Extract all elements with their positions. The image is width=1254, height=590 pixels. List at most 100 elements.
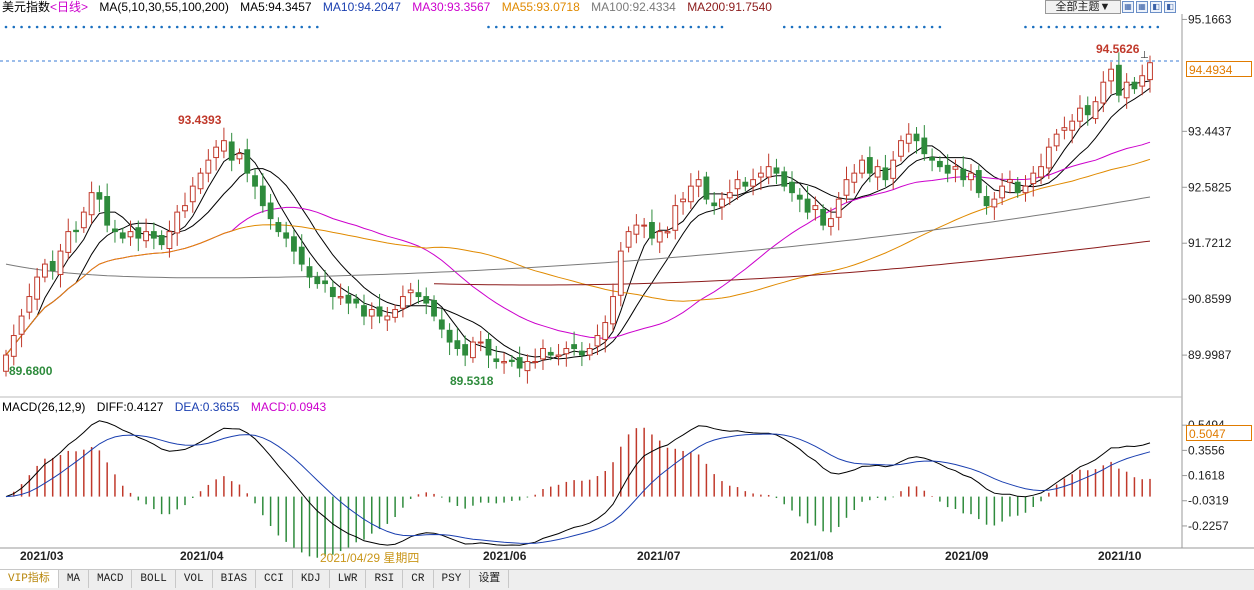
tab-cci[interactable]: CCI <box>256 570 293 588</box>
high-marker-icon: ⊥ <box>1140 50 1149 61</box>
tab-macd[interactable]: MACD <box>89 570 133 588</box>
signal-dot <box>642 25 646 29</box>
signal-dot <box>300 25 304 29</box>
candle-body <box>174 211 181 234</box>
tab-vol[interactable]: VOL <box>176 570 213 588</box>
signal-dot <box>1094 25 1097 29</box>
candle-body <box>501 361 507 364</box>
ma-params: MA(5,10,30,55,100,200) <box>99 0 229 14</box>
grid-icon[interactable]: ▦ <box>1136 1 1148 13</box>
signal-dot <box>806 25 809 29</box>
period-label[interactable]: <日线> <box>50 0 89 14</box>
candle-body <box>835 198 842 218</box>
candle-body <box>306 266 313 278</box>
mar-low-annotation: 89.6800 <box>9 364 53 378</box>
ma55-line <box>5 158 1151 356</box>
signal-dot <box>277 25 280 29</box>
signal-dot <box>798 25 802 29</box>
candle-body <box>851 172 858 183</box>
candle-body <box>34 276 41 300</box>
candle-body <box>104 196 111 226</box>
candle-body <box>859 159 865 174</box>
theme-dropdown-button[interactable]: 全部主题▼ <box>1045 0 1121 14</box>
tab-settings[interactable]: 设置 <box>470 570 510 588</box>
signal-dot <box>1024 25 1027 29</box>
candle-body <box>220 140 227 152</box>
tab-boll[interactable]: BOLL <box>132 570 176 588</box>
candle-body <box>73 229 79 233</box>
tab-psy[interactable]: PSY <box>434 570 471 588</box>
tab-rsi[interactable]: RSI <box>366 570 404 588</box>
tab-lwr[interactable]: LWR <box>330 570 367 588</box>
date-label-apr: 2021/04 <box>180 549 224 563</box>
signal-dot <box>627 25 630 29</box>
signal-dot <box>1109 25 1113 29</box>
tab-ma[interactable]: MA <box>59 570 90 588</box>
candle-body <box>485 338 492 356</box>
signal-dot <box>487 25 490 29</box>
signal-dot <box>82 25 86 29</box>
tab-cr[interactable]: CR <box>403 570 434 588</box>
ma5-line <box>5 80 1151 364</box>
signal-dot <box>572 25 576 29</box>
price-axis-ticks: 95.1663 93.4437 92.5825 91.7212 90.8599 89.99… <box>1182 12 1232 362</box>
tab-vip[interactable]: VIP指标 <box>0 570 59 588</box>
crosshair-date: 2021/04/29 星期四 <box>320 551 420 565</box>
signal-dot <box>938 25 942 29</box>
date-label-jun: 2021/06 <box>483 549 527 563</box>
candle-body <box>594 335 601 347</box>
candlesticks <box>3 52 1153 384</box>
signal-dot <box>20 25 23 29</box>
split-icon[interactable]: ◧ <box>1164 1 1176 13</box>
candle-body <box>1084 105 1091 116</box>
candle-body <box>384 315 391 321</box>
candle-body <box>438 319 445 330</box>
candle-body <box>337 296 344 299</box>
candle-body <box>1007 179 1013 183</box>
candle-body <box>999 185 1006 199</box>
candle-body <box>617 250 624 296</box>
diff-value: DIFF:0.4127 <box>96 400 164 414</box>
signal-dot <box>59 25 62 29</box>
candle-body <box>112 228 118 233</box>
candle-body <box>540 348 546 360</box>
signal-dot <box>191 25 195 29</box>
ma100-line <box>5 196 1151 279</box>
candle-body <box>3 354 9 372</box>
signal-dot <box>269 25 272 29</box>
apr-high-annotation: 93.4393 <box>178 113 222 127</box>
signal-dot <box>541 25 545 29</box>
candle-body <box>252 175 258 187</box>
tab-bias[interactable]: BIAS <box>213 570 257 588</box>
candle-body <box>88 192 95 216</box>
signal-dot <box>66 25 70 29</box>
signal-dot <box>907 25 911 29</box>
candle-body <box>781 171 788 187</box>
candle-body <box>345 294 352 304</box>
price-tick-label: 93.4437 <box>1188 124 1232 138</box>
signal-dot <box>666 25 669 29</box>
candle-body <box>968 172 974 181</box>
signal-dot <box>650 25 654 29</box>
grid-icon[interactable]: ▦ <box>1122 1 1134 13</box>
signal-dot <box>596 25 599 29</box>
candle-body <box>789 181 795 194</box>
split-icon[interactable]: ◧ <box>1150 1 1162 13</box>
signal-dot <box>253 25 257 29</box>
candle-body <box>407 289 414 294</box>
signal-dot <box>1063 25 1066 29</box>
macd-tick-label: -0.0319 <box>1188 494 1229 508</box>
tab-kdj[interactable]: KDJ <box>293 570 330 588</box>
symbol-name: 美元指数 <box>2 0 51 14</box>
candle-body <box>913 133 920 142</box>
candle-body <box>524 361 531 372</box>
candle-body <box>57 250 64 275</box>
candle-body <box>936 160 943 168</box>
candle-body <box>695 179 702 187</box>
date-label-aug: 2021/08 <box>790 549 834 563</box>
signal-dot <box>152 25 156 29</box>
signal-dot <box>899 25 903 29</box>
ma100-value: MA100:92.4334 <box>591 0 676 14</box>
signal-dot <box>1086 25 1090 29</box>
